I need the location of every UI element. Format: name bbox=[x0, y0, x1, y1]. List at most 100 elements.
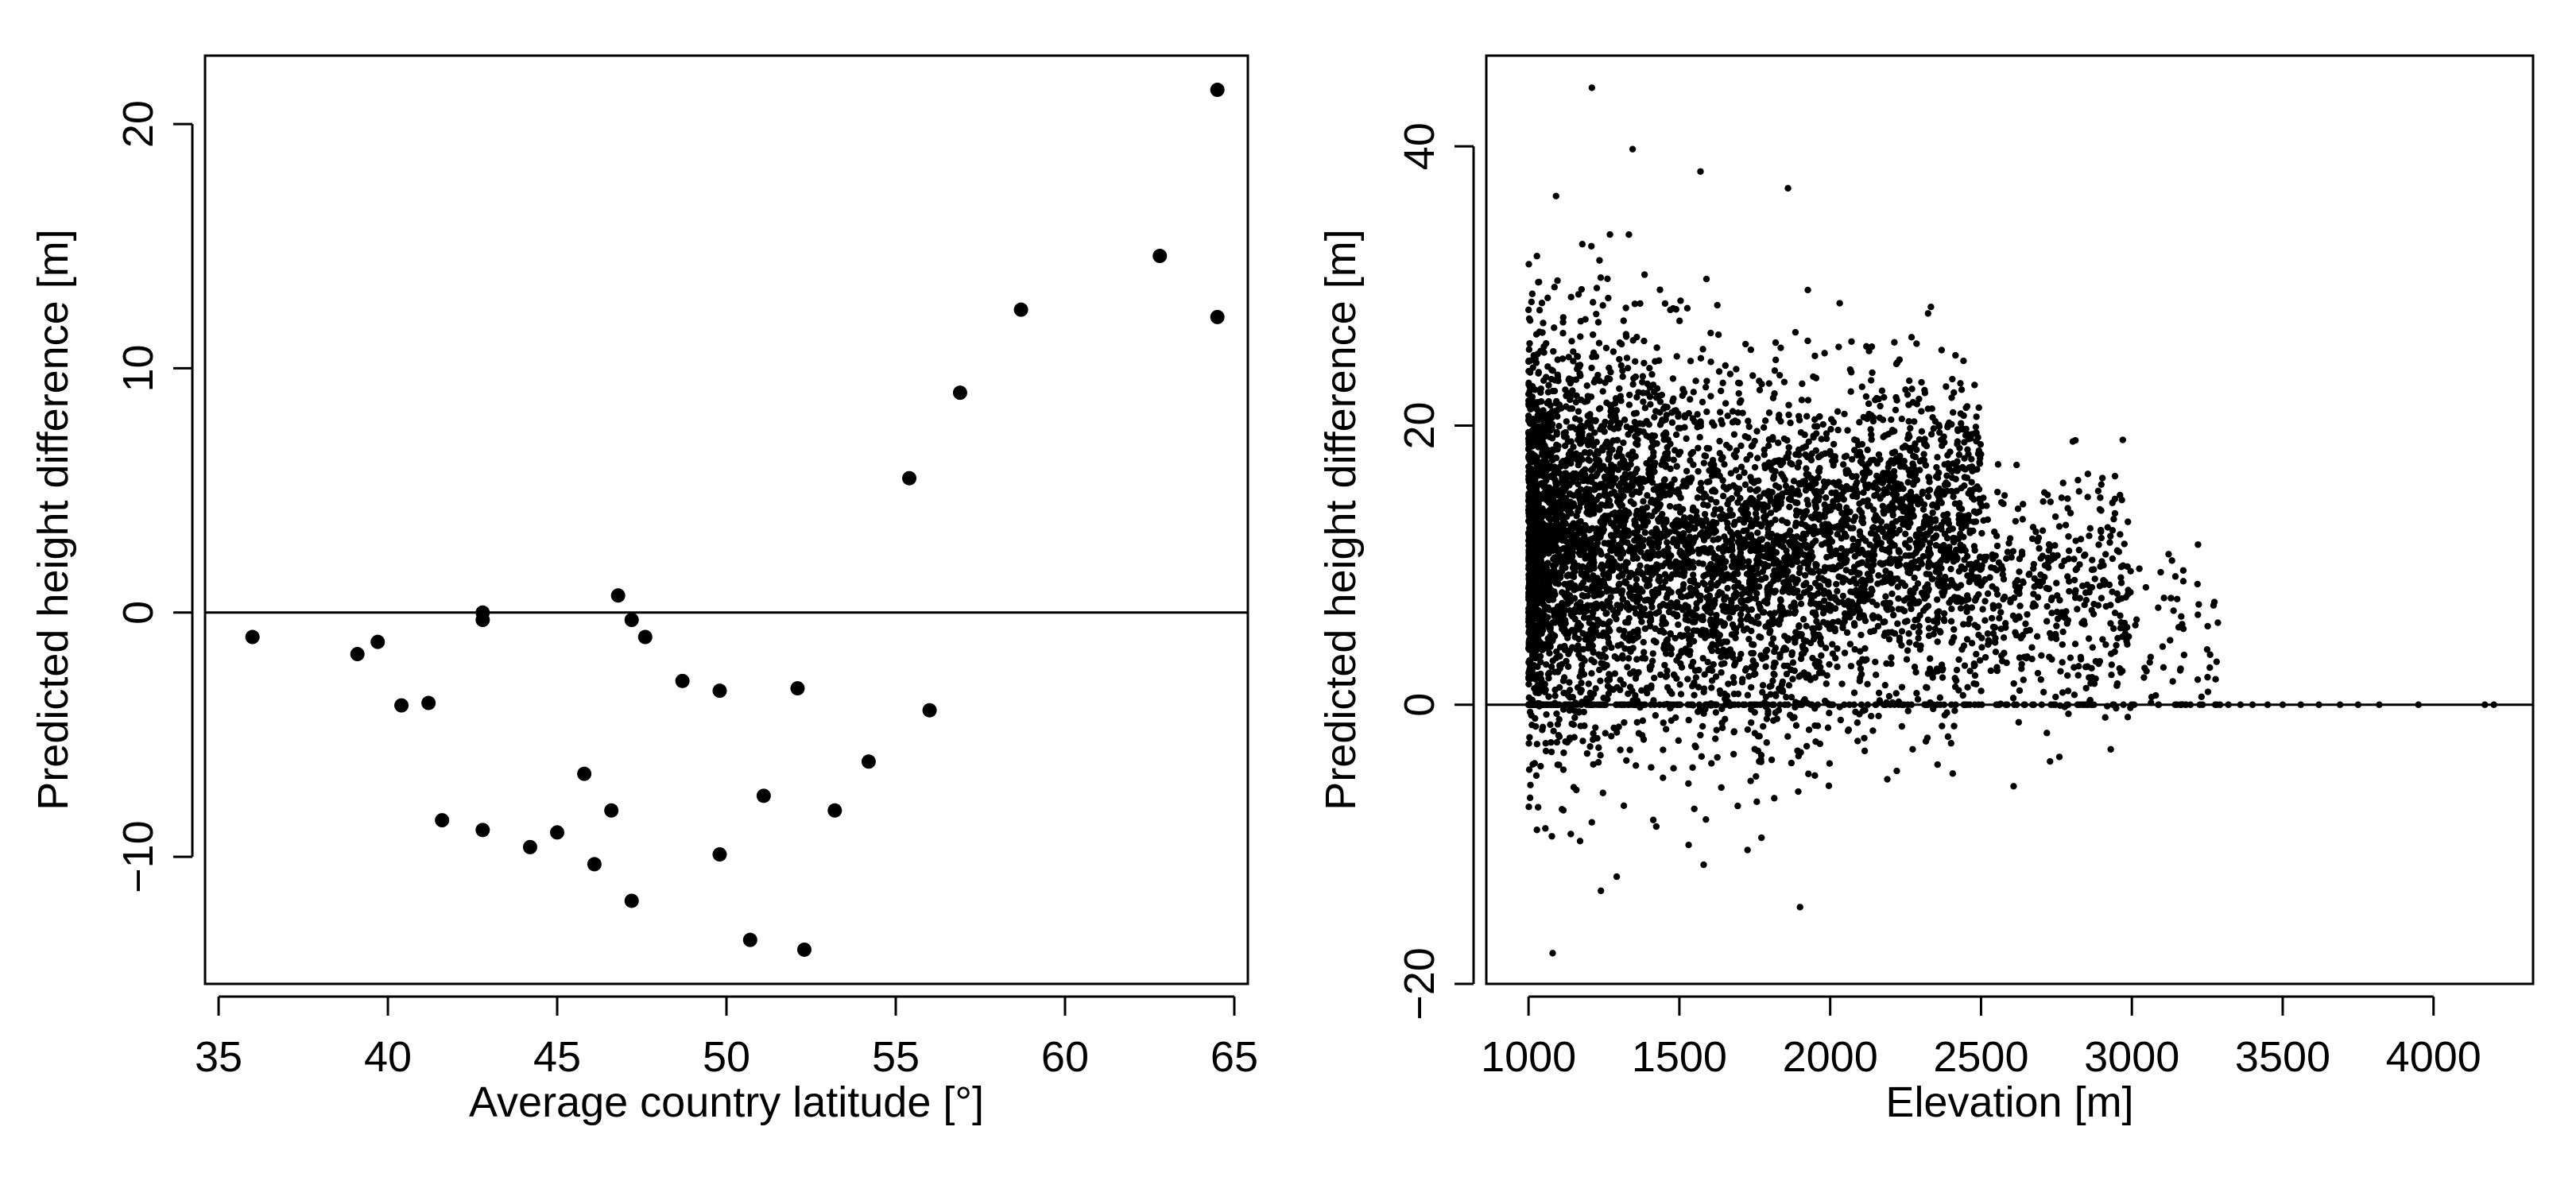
data-point bbox=[1582, 524, 1590, 531]
data-point bbox=[1631, 547, 1638, 555]
data-point bbox=[1733, 565, 1741, 573]
data-point bbox=[1708, 487, 1716, 495]
data-point bbox=[1807, 513, 1815, 521]
data-point bbox=[1536, 439, 1543, 447]
data-point bbox=[1615, 573, 1623, 580]
data-point bbox=[1724, 525, 1731, 532]
data-point bbox=[1819, 610, 1827, 617]
data-point bbox=[1820, 597, 1828, 604]
data-point bbox=[1736, 655, 1743, 663]
data-point bbox=[1568, 338, 1575, 345]
data-point bbox=[1598, 602, 1606, 610]
data-point bbox=[1621, 718, 1628, 726]
data-point bbox=[1804, 337, 1811, 345]
data-point bbox=[1640, 638, 1647, 646]
data-point bbox=[1940, 616, 1947, 623]
data-point bbox=[1656, 421, 1664, 428]
data-point bbox=[1552, 397, 1560, 405]
data-point bbox=[1644, 512, 1652, 519]
data-point bbox=[1536, 652, 1544, 660]
data-point bbox=[1676, 448, 1684, 455]
data-point bbox=[1524, 306, 1532, 314]
data-point bbox=[1633, 507, 1641, 515]
data-point bbox=[1525, 680, 1532, 688]
data-point bbox=[577, 766, 592, 781]
data-point bbox=[1605, 294, 1612, 302]
data-point bbox=[1748, 649, 1755, 657]
data-point bbox=[1936, 694, 1944, 702]
data-point bbox=[1700, 710, 1707, 718]
data-point bbox=[1719, 492, 1727, 500]
data-point bbox=[1621, 628, 1628, 635]
data-point bbox=[1637, 514, 1644, 522]
data-point bbox=[1531, 760, 1539, 767]
data-point bbox=[1544, 399, 1551, 407]
data-point bbox=[1948, 605, 1955, 613]
data-point bbox=[1687, 525, 1694, 532]
data-point bbox=[1592, 724, 1599, 731]
data-point bbox=[1879, 416, 1887, 424]
data-point bbox=[1946, 465, 1953, 472]
data-point bbox=[1578, 538, 1586, 546]
data-point bbox=[1649, 469, 1656, 476]
data-point bbox=[1856, 448, 1864, 456]
data-point bbox=[1602, 610, 1610, 618]
data-point bbox=[1593, 600, 1600, 607]
data-point bbox=[1888, 416, 1895, 424]
data-point bbox=[1660, 457, 1667, 464]
data-point bbox=[1595, 744, 1602, 751]
data-point bbox=[1803, 470, 1810, 478]
data-point bbox=[1844, 727, 1852, 734]
data-point bbox=[1691, 679, 1698, 687]
data-point bbox=[1925, 553, 1932, 560]
data-point bbox=[1925, 586, 1932, 593]
data-point bbox=[1864, 680, 1871, 688]
data-point bbox=[1595, 666, 1603, 674]
data-point bbox=[1659, 563, 1666, 570]
data-point bbox=[1675, 737, 1683, 745]
data-point bbox=[1695, 559, 1702, 567]
data-point bbox=[1559, 319, 1567, 326]
data-point bbox=[1820, 604, 1827, 612]
data-point bbox=[1540, 343, 1548, 350]
data-point bbox=[1680, 389, 1688, 397]
data-point bbox=[1530, 661, 1538, 669]
data-point bbox=[1545, 381, 1552, 389]
plot-frame bbox=[203, 54, 1249, 985]
data-point bbox=[1662, 726, 1670, 733]
data-point bbox=[1601, 645, 1609, 652]
data-point bbox=[1783, 571, 1790, 579]
data-point bbox=[1830, 618, 1837, 626]
data-point bbox=[1702, 627, 1710, 635]
data-point bbox=[1957, 410, 1965, 417]
data-point bbox=[1775, 707, 1783, 714]
data-point bbox=[1676, 681, 1683, 688]
data-point bbox=[1777, 344, 1784, 351]
data-point bbox=[1602, 653, 1610, 661]
data-point bbox=[1616, 355, 1623, 363]
data-point bbox=[1783, 547, 1790, 555]
data-point bbox=[1781, 554, 1788, 562]
data-point bbox=[1707, 467, 1715, 474]
data-point bbox=[1525, 542, 1532, 549]
data-point bbox=[1697, 420, 1704, 427]
data-point bbox=[1724, 412, 1731, 420]
data-point bbox=[1625, 401, 1633, 408]
data-point bbox=[1525, 740, 1532, 747]
data-point bbox=[1645, 420, 1652, 428]
data-point bbox=[1748, 478, 1756, 485]
data-point bbox=[1652, 569, 1660, 576]
data-point bbox=[1619, 595, 1627, 602]
data-point bbox=[1818, 436, 1825, 443]
data-point bbox=[1604, 676, 1611, 684]
data-point bbox=[1597, 752, 1604, 759]
data-point bbox=[1524, 645, 1532, 652]
data-point bbox=[1528, 393, 1536, 401]
data-point bbox=[1811, 488, 1819, 495]
data-point bbox=[1965, 595, 1972, 603]
data-point bbox=[1625, 231, 1633, 238]
data-point bbox=[1909, 745, 1916, 753]
data-point bbox=[1691, 534, 1699, 541]
data-point bbox=[1597, 274, 1605, 281]
data-point bbox=[1624, 464, 1632, 472]
